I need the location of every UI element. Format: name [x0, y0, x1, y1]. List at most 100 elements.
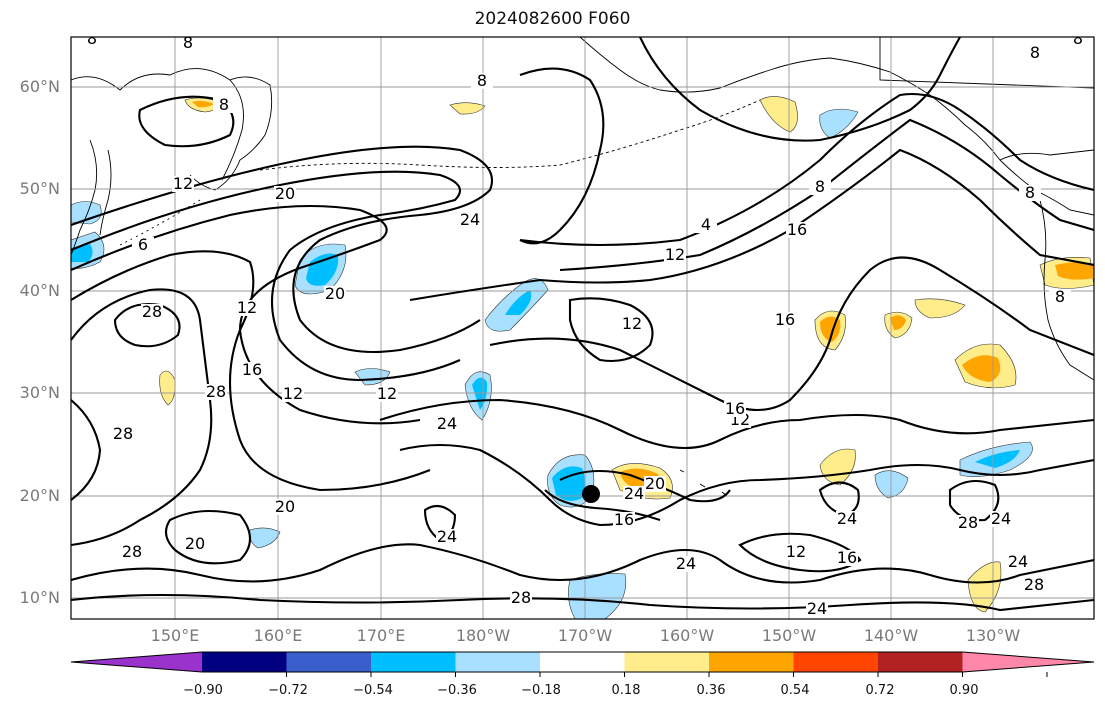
- contour-line: [138, 95, 235, 148]
- contour-label-bg: [621, 316, 643, 332]
- contour-label: 12: [622, 314, 642, 333]
- contour-label: 12: [377, 384, 397, 403]
- colorbar-tick-label: −0.72: [268, 683, 308, 698]
- colorbar-segment: [624, 652, 710, 672]
- contour-label: 8: [477, 71, 487, 90]
- contour-line: [489, 256, 1094, 411]
- contour-label: 8: [219, 95, 229, 114]
- coastline-kamchatka: [221, 79, 244, 181]
- anomaly-patch: [962, 355, 1001, 382]
- contour-label-bg: [724, 401, 746, 417]
- contour-label: 16: [787, 220, 807, 239]
- anomaly-patch: [71, 201, 102, 225]
- contour-label-bg: [81, 37, 103, 47]
- colorbar-outline: [70, 651, 1095, 673]
- contour-label: 16: [614, 510, 634, 529]
- contour-label: 20: [645, 474, 665, 493]
- contour-label-bg: [213, 97, 235, 113]
- contour-label-bg: [1024, 45, 1046, 61]
- contour-label-bg: [990, 511, 1012, 527]
- contour-line: [71, 543, 1094, 584]
- contour-label: 8: [815, 177, 825, 196]
- anomaly-patch: [306, 253, 339, 286]
- contour-label: 24: [437, 414, 457, 433]
- contour-line: [818, 481, 860, 517]
- contour-label-bg: [785, 544, 807, 560]
- anomaly-patch: [890, 315, 906, 330]
- contour-label-bg: [1023, 577, 1045, 593]
- contour-label: 12: [786, 542, 806, 561]
- lon-label: 170°W: [557, 626, 613, 645]
- colorbar: [70, 651, 1095, 677]
- anomaly-patch: [449, 102, 486, 115]
- anomaly-patch: [759, 96, 798, 133]
- contour-line: [71, 250, 431, 492]
- lon-label: 170°E: [356, 626, 406, 645]
- contour-label-bg: [1007, 554, 1029, 570]
- contour-label-bg: [774, 312, 796, 328]
- lon-label: 180°W: [455, 626, 511, 645]
- contour-label: 28: [511, 588, 531, 607]
- contour-label: 20: [325, 284, 345, 303]
- contour-label: 24: [991, 509, 1011, 528]
- contour-label-bg: [436, 416, 458, 432]
- contour-line: [568, 297, 654, 362]
- coastline-asia: [71, 68, 273, 191]
- contour-line: [519, 67, 605, 245]
- map-background: [71, 37, 1094, 619]
- anomaly-patch: [505, 290, 532, 315]
- colorbar-tick-label: 0.72: [865, 683, 895, 698]
- contour-line: [164, 509, 252, 565]
- contour-label: 28: [122, 542, 142, 561]
- contour-label: 24: [676, 554, 696, 573]
- contour-label: 28: [958, 513, 978, 532]
- contour-label-bg: [172, 176, 194, 192]
- border-canada-us: [879, 37, 1094, 89]
- contour-label-bg: [806, 601, 828, 617]
- colorbar-tick-label: 0.90: [949, 683, 979, 698]
- contour-label: 8: [1073, 29, 1083, 48]
- contour-line: [399, 443, 1094, 527]
- contour-label-bg: [205, 384, 227, 400]
- colorbar-extend-high: [962, 652, 1094, 672]
- anomaly-patch: [192, 100, 214, 108]
- contour-label-bg: [695, 217, 717, 233]
- contour-label: 12: [665, 245, 685, 264]
- colorbar-tick-label: 0.18: [611, 683, 641, 698]
- contour-label: 24: [807, 599, 827, 618]
- contour-label-bg: [664, 247, 686, 263]
- contour-label: 28: [113, 424, 133, 443]
- contour-label-bg: [236, 300, 258, 316]
- lon-label: 130°W: [965, 626, 1021, 645]
- contour-label: 16: [775, 310, 795, 329]
- colorbar-extend-low: [71, 652, 202, 672]
- storm-marker-icon: [582, 485, 600, 503]
- colorbar-tick-label: −0.36: [437, 683, 477, 698]
- contour-label-bg: [471, 73, 493, 89]
- contour-label-bg: [241, 362, 263, 378]
- contour-label: 20: [275, 184, 295, 203]
- contour-label: 24: [624, 484, 644, 503]
- contour-label: 16: [242, 360, 262, 379]
- contour-label: 16: [837, 548, 857, 567]
- contour-label-bg: [675, 556, 697, 572]
- lon-label: 150°W: [761, 626, 817, 645]
- contour-label-bg: [274, 499, 296, 515]
- contour-label: 8: [1055, 287, 1065, 306]
- anomaly-patch: [975, 450, 1020, 468]
- contour-label: 12: [237, 298, 257, 317]
- contour-label: 28: [142, 302, 162, 321]
- contour-label-bg: [809, 179, 831, 195]
- lon-label: 160°E: [253, 626, 303, 645]
- contour-label-bg: [786, 222, 808, 238]
- contour-label-bg: [957, 515, 979, 531]
- coastline-okhotsk: [71, 139, 98, 256]
- contour-line: [71, 204, 421, 425]
- contour-label: 8: [183, 33, 193, 52]
- contour-label: 8: [1025, 183, 1035, 202]
- lat-label: 30°N: [19, 383, 60, 402]
- contour-label-bg: [644, 476, 666, 492]
